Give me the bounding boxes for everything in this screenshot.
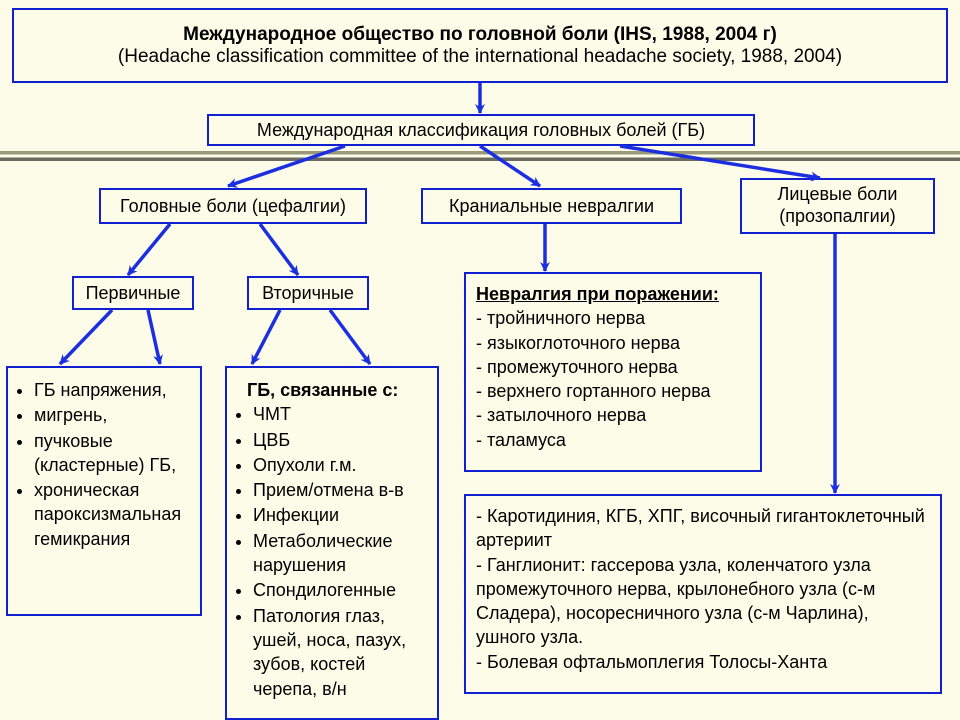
neuralgia-heading: Невралгия при поражении:	[476, 282, 719, 306]
list-item: мигрень,	[34, 403, 194, 427]
divider-band	[0, 151, 960, 161]
neuralgia-box: Невралгия при поражении: - тройничного н…	[464, 272, 762, 472]
list-item: Спондилогенные	[253, 578, 431, 602]
list-item: Опухоли г.м.	[253, 453, 431, 477]
list-item: - Болевая офтальмоплегия Толосы-Ханта	[476, 650, 930, 674]
list-item: Патология глаз, ушей, носа, пазух, зубов…	[253, 604, 431, 701]
facial-list: - Каротидиния, КГБ, ХПГ, височный гигант…	[476, 504, 930, 674]
list-item: пучковые (кластерные) ГБ,	[34, 429, 194, 478]
secondary-list: ЧМТ ЦВБ Опухоли г.м. Прием/отмена в-в Ин…	[233, 402, 431, 702]
branch-facial-l2: (прозопалгии)	[779, 206, 896, 228]
node-secondary-label: Вторичные	[262, 283, 354, 304]
node-primary-label: Первичные	[86, 283, 181, 304]
list-item: - языкоглоточного нерва	[476, 331, 711, 355]
facial-list-box: - Каротидиния, КГБ, ХПГ, височный гигант…	[464, 494, 942, 694]
list-item: Инфекции	[253, 503, 431, 527]
secondary-list-box: ГБ, связанные с: ЧМТ ЦВБ Опухоли г.м. Пр…	[225, 366, 439, 720]
title-box: Международное общество по головной боли …	[12, 8, 948, 83]
list-item: - Каротидиния, КГБ, ХПГ, височный гигант…	[476, 504, 930, 553]
list-item: - тройничного нерва	[476, 306, 711, 330]
title-sub: (Headache classification committee of th…	[118, 46, 842, 68]
root-box: Международная классификация головных бол…	[207, 114, 755, 146]
list-item: хроническая пароксизмальная гемикрания	[34, 478, 194, 551]
root-label: Международная классификация головных бол…	[257, 120, 705, 141]
list-item: - Ганглионит: гассерова узла, коленчатог…	[476, 553, 930, 650]
branch-facial-l1: Лицевые боли	[778, 184, 898, 206]
branch-cephalgia: Головные боли (цефалгии)	[99, 188, 367, 224]
primary-list: ГБ напряжения, мигрень, пучковые (класте…	[14, 378, 194, 552]
list-item: ЧМТ	[253, 402, 431, 426]
list-item: ЦВБ	[253, 428, 431, 452]
title-main: Международное общество по головной боли …	[183, 24, 777, 46]
node-primary: Первичные	[72, 276, 194, 310]
branch-cranial: Краниальные невралгии	[421, 188, 682, 224]
list-item: Метаболические нарушения	[253, 529, 431, 578]
list-item: - таламуса	[476, 428, 711, 452]
branch-cephalgia-label: Головные боли (цефалгии)	[120, 196, 346, 217]
branch-cranial-label: Краниальные невралгии	[449, 196, 654, 217]
list-item: - промежуточного нерва	[476, 355, 711, 379]
list-item: - верхнего гортанного нерва	[476, 379, 711, 403]
primary-list-box: ГБ напряжения, мигрень, пучковые (класте…	[6, 366, 202, 616]
list-item: - затылочного нерва	[476, 403, 711, 427]
neuralgia-list: - тройничного нерва- языкоглоточного нер…	[476, 306, 711, 452]
node-secondary: Вторичные	[247, 276, 369, 310]
branch-facial: Лицевые боли (прозопалгии)	[740, 178, 935, 234]
list-item: Прием/отмена в-в	[253, 478, 431, 502]
list-item: ГБ напряжения,	[34, 378, 194, 402]
secondary-heading: ГБ, связанные с:	[233, 378, 398, 402]
